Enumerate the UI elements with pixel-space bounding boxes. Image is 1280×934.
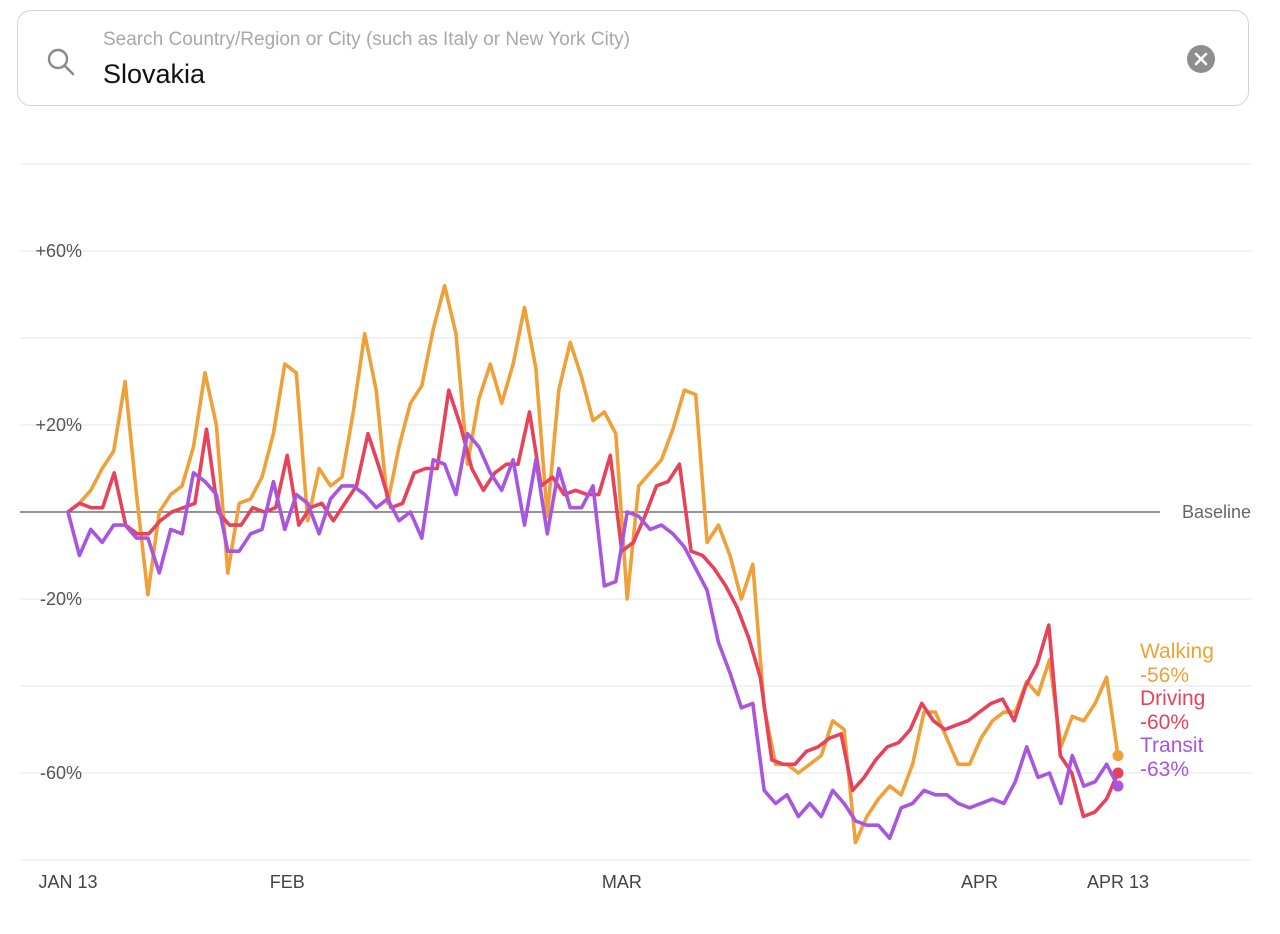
y-tick-label: +60% bbox=[35, 241, 82, 261]
series-value-walking: -56% bbox=[1140, 664, 1189, 687]
series-label-driving: Driving bbox=[1140, 687, 1205, 710]
baseline-label: Baseline bbox=[1182, 502, 1251, 522]
series-value-driving: -60% bbox=[1140, 711, 1189, 734]
series-label-walking: Walking bbox=[1140, 640, 1214, 663]
series-end-dot-transit bbox=[1112, 780, 1124, 792]
x-tick-label: FEB bbox=[270, 872, 305, 892]
search-box[interactable]: Search Country/Region or City (such as I… bbox=[17, 10, 1249, 106]
series-end-dot-walking bbox=[1112, 750, 1124, 762]
series-end-dot-driving bbox=[1112, 767, 1124, 779]
search-input[interactable]: Slovakia bbox=[103, 59, 206, 89]
search-placeholder: Search Country/Region or City (such as I… bbox=[103, 29, 630, 50]
x-tick-label: MAR bbox=[602, 872, 642, 892]
clear-search-button[interactable] bbox=[1187, 45, 1215, 73]
x-tick-label: APR bbox=[961, 872, 998, 892]
search-icon bbox=[47, 48, 75, 76]
y-tick-label: +20% bbox=[35, 415, 82, 435]
series-line-driving bbox=[66, 388, 1120, 819]
clear-icon bbox=[1194, 52, 1208, 66]
y-tick-label: -60% bbox=[40, 763, 82, 783]
series-value-transit: -63% bbox=[1140, 758, 1189, 781]
series-label-transit: Transit bbox=[1140, 734, 1204, 757]
series-line-walking bbox=[66, 284, 1120, 845]
x-tick-label: APR 13 bbox=[1087, 872, 1149, 892]
mobility-chart: Baseline +60% +20% -20% -60% JAN 13 FEB MAR APR A… bbox=[20, 163, 1252, 892]
x-tick-label: JAN 13 bbox=[38, 872, 97, 892]
series-line-transit bbox=[66, 431, 1120, 841]
y-tick-label: -20% bbox=[40, 589, 82, 609]
